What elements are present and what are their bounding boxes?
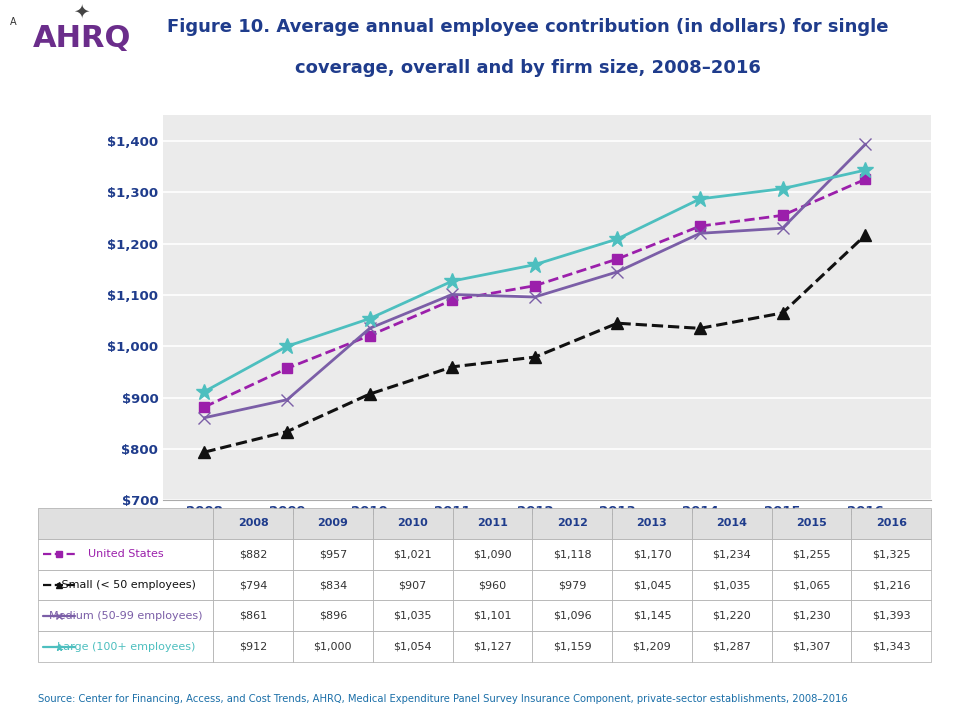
Text: ✦: ✦ (73, 2, 90, 21)
Text: A: A (10, 17, 16, 27)
Text: coverage, overall and by firm size, 2008–2016: coverage, overall and by firm size, 2008… (295, 59, 761, 77)
Text: AHRQ: AHRQ (33, 24, 131, 53)
Text: Source: Center for Financing, Access, and Cost Trends, AHRQ, Medical Expenditure: Source: Center for Financing, Access, an… (38, 694, 848, 704)
Text: Figure 10. Average annual employee contribution (in dollars) for single: Figure 10. Average annual employee contr… (167, 18, 889, 36)
